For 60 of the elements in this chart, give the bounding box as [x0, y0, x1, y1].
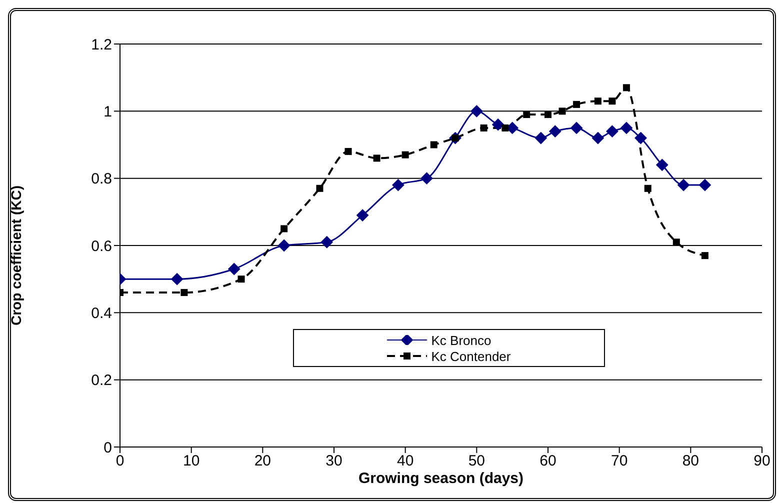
x-tick-label: 0 — [116, 452, 124, 470]
point — [278, 240, 290, 252]
point — [280, 225, 288, 232]
point — [228, 263, 240, 276]
x-tick-label: 50 — [468, 452, 486, 470]
x-tick-label: 10 — [182, 452, 200, 470]
point — [544, 111, 552, 118]
y-tick-label: 0.2 — [91, 372, 112, 390]
x-tick-label: 40 — [396, 452, 414, 470]
point — [570, 122, 583, 134]
point — [620, 122, 632, 134]
y-tick-label: 0.6 — [91, 238, 112, 255]
x-tick-label: 60 — [540, 452, 556, 470]
x-tick-label: 80 — [682, 452, 700, 470]
point — [430, 141, 438, 148]
point — [320, 236, 333, 248]
point — [634, 132, 647, 144]
point — [356, 209, 369, 222]
point — [238, 276, 245, 283]
x-tick-label: 70 — [610, 452, 628, 470]
point — [523, 111, 530, 118]
y-tick-label: 0 — [104, 439, 112, 456]
point — [470, 105, 483, 118]
point — [672, 238, 680, 246]
y-axis-title: Crop coefficient (KC) — [8, 186, 24, 326]
point — [344, 148, 352, 155]
y-tick-label: 1 — [104, 103, 112, 120]
x-tick-label: 30 — [326, 452, 342, 470]
point — [180, 289, 188, 296]
point — [373, 154, 380, 162]
point — [392, 179, 404, 192]
point — [573, 100, 580, 108]
y-tick-label: 0.4 — [91, 304, 112, 322]
point — [534, 132, 547, 144]
point — [402, 151, 409, 158]
point — [606, 125, 618, 138]
point — [492, 118, 504, 131]
point — [644, 184, 652, 192]
point — [678, 179, 690, 192]
point — [698, 179, 711, 192]
point — [592, 132, 604, 144]
legend-label: Kc Bronco — [431, 332, 492, 348]
x-axis-title: Growing season (days) — [358, 470, 524, 487]
point — [502, 124, 509, 132]
point — [480, 124, 488, 132]
point — [701, 252, 708, 260]
point — [171, 273, 184, 286]
legend-label: Kc Contender — [431, 348, 511, 364]
point — [420, 172, 433, 184]
point — [316, 184, 324, 192]
point — [656, 158, 668, 171]
point — [558, 108, 566, 115]
x-tick-label: 20 — [254, 452, 272, 470]
point — [549, 125, 562, 138]
point — [622, 84, 630, 92]
y-tick-label: 1.2 — [91, 36, 112, 54]
point — [594, 98, 602, 105]
x-tick-label: 90 — [754, 452, 770, 470]
y-tick-label: 0.8 — [91, 170, 112, 188]
point — [608, 98, 616, 105]
